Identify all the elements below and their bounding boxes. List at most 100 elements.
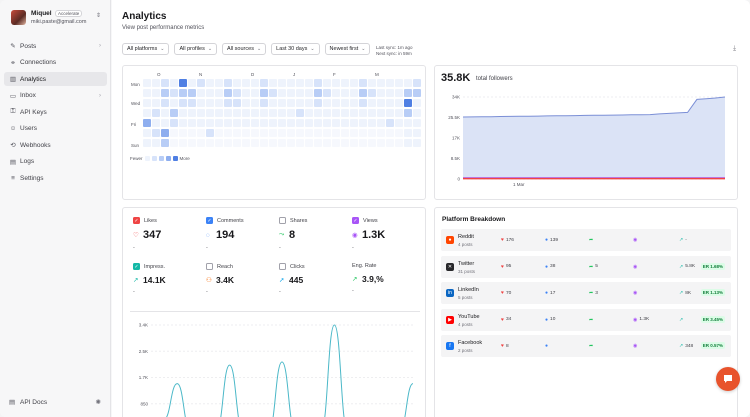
- sidebar-item-users[interactable]: ☺ Users: [4, 122, 107, 136]
- heatmap-cell[interactable]: [287, 99, 295, 107]
- heatmap-cell[interactable]: [404, 99, 412, 107]
- metric-checkbox[interactable]: [279, 217, 286, 224]
- heatmap-cell[interactable]: [350, 89, 358, 97]
- platform-row[interactable]: ▶ YouTube 4 posts ♥ 34 ● 10 ➦ ◉ 1.3K ↗ ER 3.45%: [441, 308, 731, 331]
- profile-switcher[interactable]: Miquel Accelerate miki.paste@gmail.com ⇕: [10, 8, 104, 28]
- metric-checkbox[interactable]: [279, 263, 286, 270]
- heatmap-cell[interactable]: [143, 129, 151, 137]
- heatmap-cell[interactable]: [305, 139, 313, 147]
- sidebar-item-connections[interactable]: ⚭ Connections: [4, 56, 107, 70]
- heatmap-cell[interactable]: [359, 129, 367, 137]
- heatmap-cell[interactable]: [377, 139, 385, 147]
- heatmap-cell[interactable]: [161, 79, 169, 87]
- heatmap-cell[interactable]: [197, 119, 205, 127]
- heatmap-cell[interactable]: [161, 99, 169, 107]
- download-icon[interactable]: ⤓: [733, 45, 736, 52]
- heatmap-cell[interactable]: [386, 99, 394, 107]
- heatmap-cell[interactable]: [404, 89, 412, 97]
- heatmap-cell[interactable]: [404, 119, 412, 127]
- heatmap-cell[interactable]: [269, 79, 277, 87]
- heatmap-cell[interactable]: [188, 129, 196, 137]
- heatmap-cell[interactable]: [296, 139, 304, 147]
- heatmap-cell[interactable]: [332, 79, 340, 87]
- heatmap-cell[interactable]: [314, 129, 322, 137]
- heatmap-cell[interactable]: [170, 99, 178, 107]
- heatmap-cell[interactable]: [260, 139, 268, 147]
- heatmap-cell[interactable]: [332, 109, 340, 117]
- heatmap-cell[interactable]: [206, 129, 214, 137]
- heatmap-cell[interactable]: [143, 99, 151, 107]
- heatmap-cell[interactable]: [170, 79, 178, 87]
- api-docs-link[interactable]: ▤ API Docs ✺: [4, 395, 107, 409]
- heatmap-cell[interactable]: [395, 139, 403, 147]
- heatmap-cell[interactable]: [386, 119, 394, 127]
- heatmap-cell[interactable]: [341, 139, 349, 147]
- heatmap-cell[interactable]: [296, 129, 304, 137]
- heatmap-cell[interactable]: [386, 109, 394, 117]
- heatmap-cell[interactable]: [197, 109, 205, 117]
- heatmap-cell[interactable]: [260, 79, 268, 87]
- heatmap-cell[interactable]: [188, 139, 196, 147]
- heatmap-cell[interactable]: [323, 139, 331, 147]
- heatmap-cell[interactable]: [314, 89, 322, 97]
- heatmap-cell[interactable]: [152, 139, 160, 147]
- heatmap-cell[interactable]: [332, 139, 340, 147]
- heatmap-cell[interactable]: [197, 139, 205, 147]
- heatmap-cell[interactable]: [251, 119, 259, 127]
- heatmap-cell[interactable]: [278, 129, 286, 137]
- filter-dropdown[interactable]: Newest first ⌄: [324, 43, 371, 55]
- sidebar-item-webhooks[interactable]: ⟲ Webhooks: [4, 138, 107, 152]
- heatmap-cell[interactable]: [359, 79, 367, 87]
- heatmap-cell[interactable]: [206, 79, 214, 87]
- heatmap-cell[interactable]: [170, 139, 178, 147]
- heatmap-cell[interactable]: [377, 89, 385, 97]
- sidebar-item-logs[interactable]: ▤ Logs: [4, 155, 107, 169]
- heatmap-cell[interactable]: [341, 89, 349, 97]
- heatmap-cell[interactable]: [233, 99, 241, 107]
- theme-toggle-icon[interactable]: ✺: [95, 399, 101, 406]
- heatmap-cell[interactable]: [224, 89, 232, 97]
- heatmap-cell[interactable]: [161, 89, 169, 97]
- heatmap-cell[interactable]: [350, 119, 358, 127]
- chat-button[interactable]: [716, 367, 740, 391]
- heatmap-cell[interactable]: [251, 139, 259, 147]
- heatmap-cell[interactable]: [179, 139, 187, 147]
- heatmap-cell[interactable]: [179, 99, 187, 107]
- heatmap-cell[interactable]: [260, 89, 268, 97]
- heatmap-cell[interactable]: [287, 109, 295, 117]
- heatmap-cell[interactable]: [332, 89, 340, 97]
- heatmap-cell[interactable]: [206, 139, 214, 147]
- heatmap-cell[interactable]: [377, 129, 385, 137]
- heatmap-cell[interactable]: [242, 89, 250, 97]
- heatmap-cell[interactable]: [359, 119, 367, 127]
- heatmap-cell[interactable]: [251, 79, 259, 87]
- heatmap-cell[interactable]: [359, 89, 367, 97]
- heatmap-cell[interactable]: [179, 109, 187, 117]
- heatmap-cell[interactable]: [314, 139, 322, 147]
- sidebar-item-analytics[interactable]: ▥ Analytics: [4, 72, 107, 86]
- heatmap-cell[interactable]: [323, 109, 331, 117]
- heatmap-cell[interactable]: [404, 79, 412, 87]
- heatmap-cell[interactable]: [161, 129, 169, 137]
- heatmap-cell[interactable]: [296, 79, 304, 87]
- metric-checkbox[interactable]: ✓: [133, 217, 140, 224]
- heatmap-cell[interactable]: [278, 89, 286, 97]
- heatmap-cell[interactable]: [152, 119, 160, 127]
- heatmap-cell[interactable]: [233, 79, 241, 87]
- heatmap-cell[interactable]: [206, 109, 214, 117]
- heatmap-cell[interactable]: [287, 89, 295, 97]
- heatmap-cell[interactable]: [233, 89, 241, 97]
- heatmap-cell[interactable]: [314, 109, 322, 117]
- heatmap-cell[interactable]: [233, 139, 241, 147]
- heatmap-cell[interactable]: [296, 109, 304, 117]
- heatmap-cell[interactable]: [251, 129, 259, 137]
- sidebar-item-settings[interactable]: ≡ Settings: [4, 171, 107, 185]
- heatmap-cell[interactable]: [350, 139, 358, 147]
- heatmap-cell[interactable]: [314, 99, 322, 107]
- heatmap-cell[interactable]: [269, 119, 277, 127]
- heatmap-cell[interactable]: [413, 109, 421, 117]
- heatmap-cell[interactable]: [251, 99, 259, 107]
- filter-dropdown[interactable]: Last 30 days ⌄: [271, 43, 320, 55]
- heatmap-cell[interactable]: [350, 99, 358, 107]
- heatmap-cell[interactable]: [296, 119, 304, 127]
